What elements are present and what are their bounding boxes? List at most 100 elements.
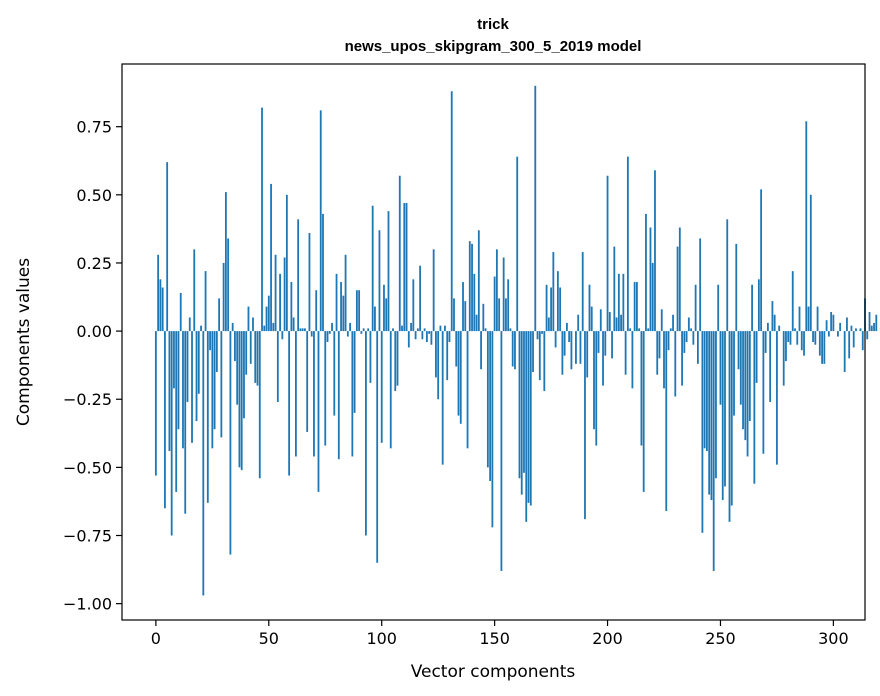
bar-157: [509, 328, 512, 332]
bar-280: [787, 331, 790, 342]
bar-54: [276, 331, 279, 402]
bar-55: [279, 273, 281, 332]
bar-310: [855, 328, 857, 332]
bar-93: [365, 331, 367, 536]
bar-77: [328, 331, 331, 334]
bar-163: [523, 331, 525, 473]
bar-273: [771, 301, 774, 332]
bar-47: [261, 107, 263, 332]
bar-197: [599, 309, 602, 332]
bar-201: [608, 312, 611, 332]
bar-87: [351, 331, 354, 457]
bar-214: [638, 328, 641, 332]
bar-225: [663, 331, 665, 389]
bar-264: [751, 284, 753, 332]
chart-subtitle: news_upos_skipgram_300_5_2019 model: [345, 38, 642, 55]
bar-204: [615, 317, 618, 332]
bar-166: [529, 331, 532, 506]
bar-241: [699, 238, 702, 332]
y-tick-label: −0.50: [63, 458, 112, 477]
bar-245: [708, 331, 711, 495]
bar-106: [394, 331, 397, 392]
bar-173: [545, 284, 548, 332]
bar-2: [159, 279, 162, 332]
bar-141: [473, 273, 476, 332]
bar-282: [791, 271, 794, 332]
bar-43: [252, 317, 254, 332]
x-tick-label: 300: [818, 629, 849, 648]
bar-270: [764, 331, 767, 353]
x-axis-ticks: 0 50 100 150 200 250 300: [151, 620, 849, 648]
bar-35: [234, 331, 236, 362]
bar-96: [371, 205, 374, 332]
bar-119: [423, 328, 426, 332]
bar-285: [798, 306, 801, 332]
bar-308: [850, 325, 853, 332]
bar-61: [292, 317, 295, 332]
bar-46: [258, 331, 261, 479]
bar-303: [839, 322, 842, 332]
bar-111: [405, 203, 408, 332]
bar-146: [484, 328, 487, 332]
bar-256: [733, 331, 735, 416]
bar-272: [769, 331, 772, 402]
bar-218: [647, 328, 650, 332]
chart-title: trick: [477, 16, 509, 33]
bar-72: [317, 331, 320, 492]
bar-271: [766, 322, 769, 332]
bar-216: [642, 331, 645, 492]
bar-131: [450, 91, 453, 332]
bar-302: [837, 331, 839, 337]
bar-210: [629, 328, 632, 332]
bar-107: [396, 331, 399, 386]
bar-102: [385, 298, 388, 332]
bar-263: [748, 331, 751, 422]
bar-239: [694, 284, 697, 332]
bar-171: [541, 331, 543, 334]
bar-91: [360, 331, 363, 334]
bar-15: [188, 317, 191, 332]
bar-67: [306, 331, 309, 432]
bar-178: [556, 271, 559, 332]
bar-298: [827, 331, 830, 337]
bar-28: [218, 298, 221, 332]
bar-227: [667, 331, 670, 351]
bar-158: [511, 331, 514, 367]
bar-88: [353, 331, 356, 413]
bar-65: [301, 328, 304, 332]
bar-183: [568, 331, 571, 342]
bar-193: [590, 306, 593, 332]
bar-313: [861, 331, 864, 351]
bar-40: [245, 331, 248, 375]
bar-98: [376, 331, 379, 563]
bar-86: [349, 322, 351, 332]
bar-293: [816, 306, 819, 332]
bar-315: [866, 331, 869, 340]
y-tick-label: −0.25: [63, 390, 112, 409]
bar-129: [446, 331, 449, 381]
bar-170: [538, 331, 541, 381]
plot-area-frame: [121, 63, 866, 621]
bar-115: [414, 331, 417, 340]
y-axis-label: Components values: [14, 258, 34, 426]
bar-71: [315, 290, 318, 332]
bar-243: [703, 331, 706, 449]
bar-192: [588, 284, 591, 332]
bar-22: [204, 271, 207, 332]
x-tick-label: 50: [259, 629, 279, 648]
bar-139: [468, 241, 471, 332]
bar-231: [676, 246, 679, 332]
y-tick-label: 0.50: [76, 186, 112, 205]
bar-187: [577, 314, 580, 332]
bar-316: [868, 312, 871, 332]
bar-38: [240, 331, 243, 471]
bar-58: [285, 194, 288, 332]
bar-13: [184, 331, 187, 514]
bar-130: [448, 331, 451, 342]
bar-135: [459, 331, 462, 424]
bar-247: [712, 331, 715, 571]
bar-99: [378, 230, 381, 332]
bar-162: [520, 331, 523, 495]
bar-176: [552, 252, 555, 332]
